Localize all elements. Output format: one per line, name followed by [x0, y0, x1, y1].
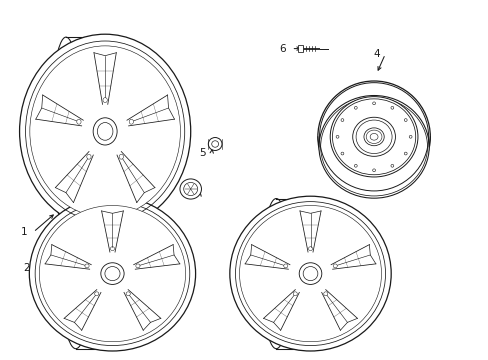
Text: 7: 7 [187, 191, 194, 201]
Ellipse shape [239, 206, 381, 342]
Ellipse shape [93, 118, 117, 145]
Ellipse shape [352, 117, 395, 156]
Ellipse shape [20, 34, 190, 229]
Ellipse shape [329, 96, 417, 177]
Ellipse shape [29, 196, 195, 351]
Ellipse shape [208, 138, 222, 150]
Ellipse shape [180, 179, 201, 199]
Text: 3: 3 [353, 263, 360, 273]
Ellipse shape [299, 263, 321, 284]
Ellipse shape [317, 81, 429, 193]
FancyBboxPatch shape [298, 45, 303, 52]
Ellipse shape [101, 263, 124, 284]
Text: 6: 6 [279, 44, 285, 54]
Text: 1: 1 [21, 227, 28, 237]
Text: 2: 2 [23, 263, 30, 273]
Ellipse shape [318, 95, 428, 198]
Ellipse shape [229, 196, 390, 351]
Ellipse shape [363, 128, 384, 146]
Text: 5: 5 [199, 148, 206, 158]
Ellipse shape [30, 46, 180, 217]
Text: 4: 4 [372, 49, 379, 59]
Ellipse shape [39, 206, 185, 342]
